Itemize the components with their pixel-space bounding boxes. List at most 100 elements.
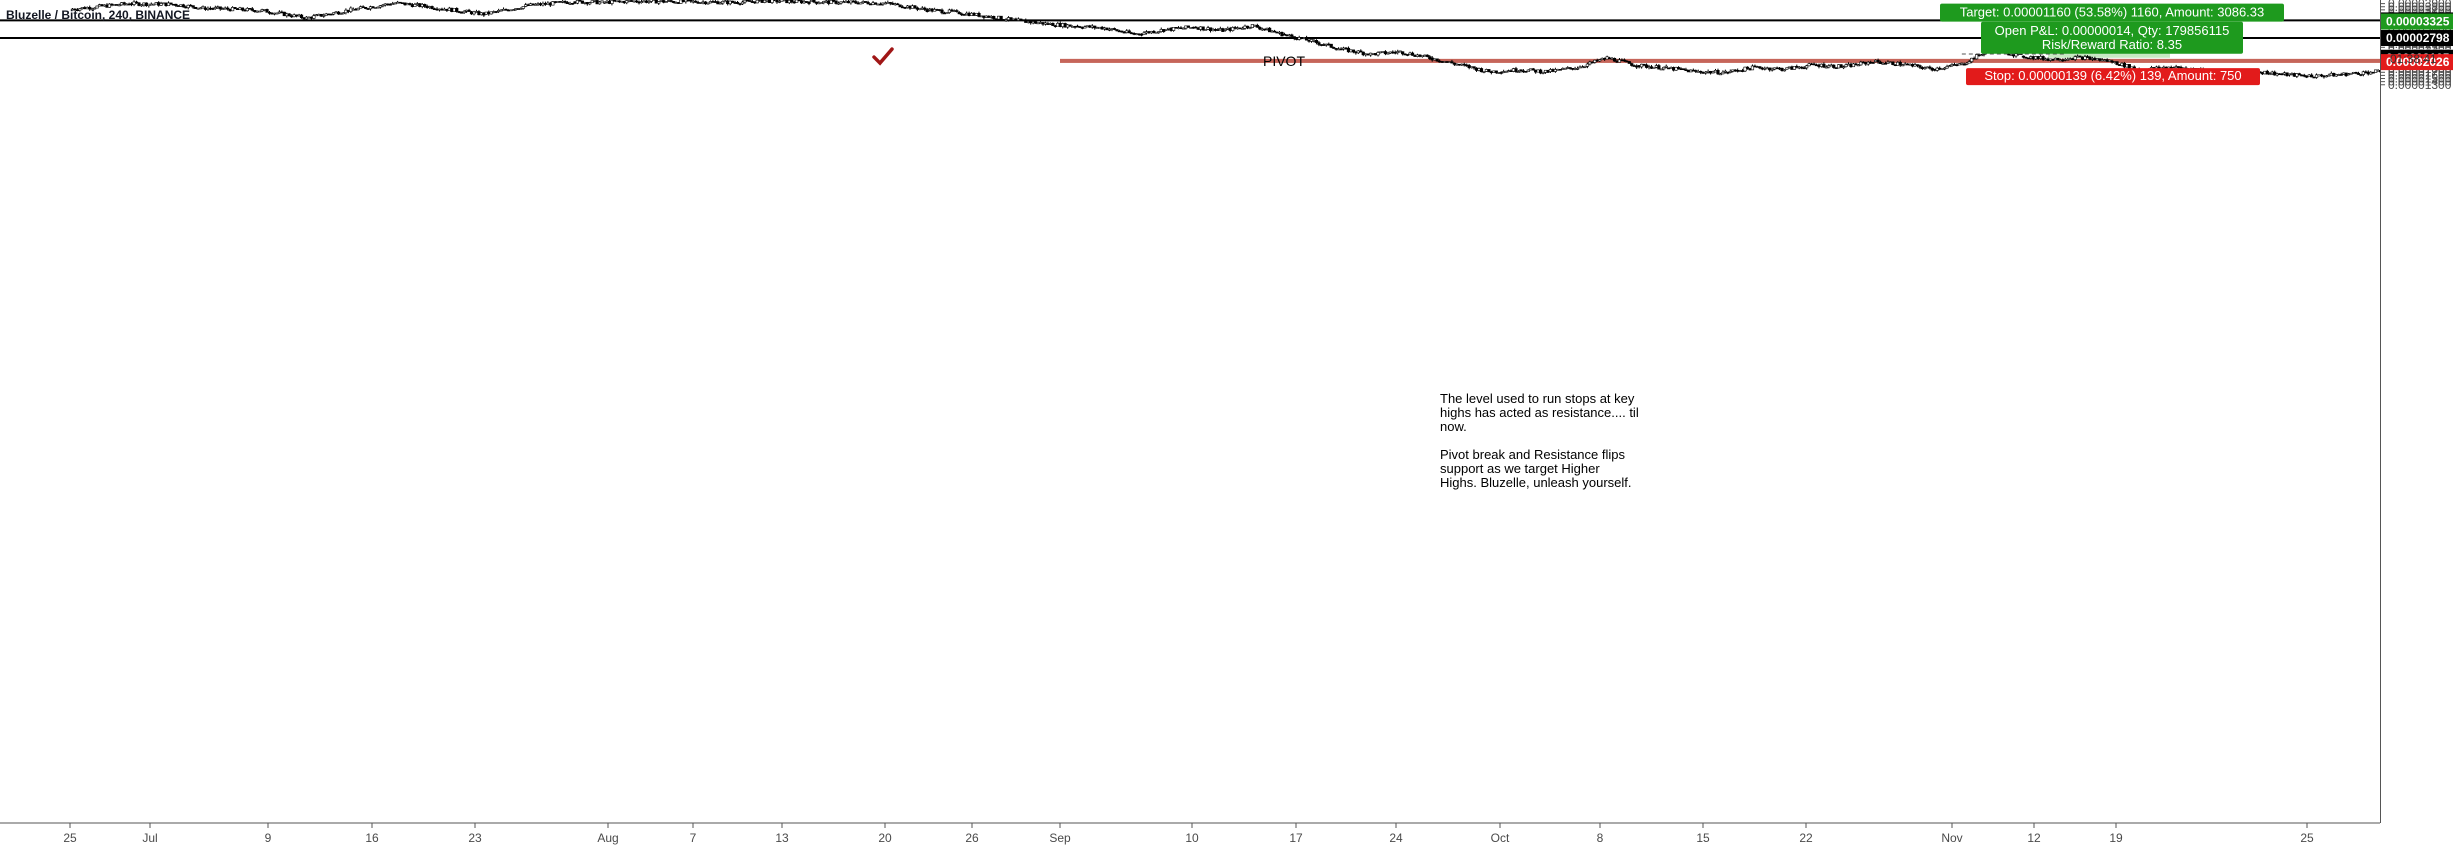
candle-body	[888, 2, 892, 4]
pivot-label: PIVOT	[1263, 53, 1305, 69]
candle-body	[1758, 66, 1762, 69]
y-tick-label: 0.00001300	[2388, 78, 2452, 92]
candle-body	[1832, 64, 1836, 68]
candle-body	[718, 2, 722, 5]
candle-body	[925, 9, 929, 12]
candle-body	[1662, 66, 1666, 70]
candle-body	[1883, 63, 1888, 65]
candle-body	[455, 8, 459, 12]
candle-body	[201, 6, 205, 9]
candle-body	[1231, 27, 1235, 31]
x-tick-label: 8	[1597, 831, 1604, 845]
candle-body	[1120, 30, 1124, 33]
candle-body	[1822, 63, 1826, 68]
candle-body	[812, 0, 816, 3]
candle-body	[854, 1, 858, 4]
candle-body	[1290, 34, 1294, 37]
candle-body	[588, 2, 592, 5]
candle-body	[1676, 67, 1681, 69]
target-price-tag-text: 0.00003325	[2386, 15, 2450, 29]
x-tick-label: 20	[878, 831, 892, 845]
candle-body	[1452, 62, 1456, 65]
candle-body	[1699, 71, 1703, 73]
x-tick-label: 19	[2109, 831, 2123, 845]
candle-body	[1575, 68, 1580, 70]
candle-body	[331, 12, 336, 15]
candle-body	[287, 13, 291, 17]
candle-body	[1386, 52, 1390, 55]
candle-body	[1499, 72, 1503, 74]
x-tick-label: 25	[2300, 831, 2314, 845]
candle-body	[423, 4, 427, 7]
candle-body	[233, 7, 237, 9]
candle-body	[1425, 54, 1429, 57]
candle-body	[521, 6, 525, 9]
candle-body	[1844, 64, 1848, 67]
analysis-note: The level used to run stops at key highs…	[1440, 392, 1640, 504]
candle-body	[1876, 59, 1880, 63]
candle-body	[322, 15, 326, 17]
candle-body	[1770, 68, 1774, 71]
candle-body	[226, 7, 230, 10]
candle-body	[2056, 57, 2060, 61]
candle-body	[671, 1, 676, 3]
candle-body	[1780, 67, 1784, 71]
candle-body	[198, 7, 203, 10]
candle-body	[716, 1, 720, 5]
target-label-box	[1940, 3, 2284, 22]
analysis-note-paragraph-2: Pivot break and Resistance flips support…	[1440, 447, 1632, 490]
x-tick-label: Oct	[1491, 831, 1510, 845]
candle-body	[1268, 27, 1272, 33]
candle-body	[1918, 65, 1922, 68]
candle-body	[152, 3, 156, 6]
candle-body	[1383, 51, 1388, 55]
candle-body	[610, 0, 614, 4]
candle-body	[563, 0, 567, 3]
x-tick-label: 25	[63, 831, 77, 845]
candle-body	[1112, 28, 1117, 30]
candle-body	[341, 12, 346, 15]
candle-body	[472, 11, 476, 15]
candle-body	[1630, 63, 1634, 66]
candle-body	[1743, 66, 1747, 72]
candle-body	[413, 4, 417, 7]
candle-body	[1083, 26, 1087, 29]
candle-body	[602, 1, 607, 4]
candle-body	[107, 3, 112, 8]
stop-label-box	[1966, 68, 2260, 86]
candle-body	[1664, 65, 1668, 68]
candle-body	[1979, 54, 1984, 57]
candle-body	[137, 2, 141, 6]
x-tick-label: 16	[365, 831, 379, 845]
candle-body	[1839, 64, 1843, 68]
open-pl-box	[1981, 21, 2243, 54]
candle-body	[1292, 36, 1296, 39]
candle-body	[1519, 69, 1523, 72]
candle-body	[95, 5, 99, 9]
candle-body	[1068, 24, 1072, 27]
candle-body	[896, 3, 900, 6]
target-price-tag	[2381, 13, 2453, 30]
candle-body	[639, 1, 644, 4]
stop-price-tag-text: 0.00002026	[2386, 55, 2450, 69]
candle-body	[2349, 72, 2353, 75]
candle-body	[1960, 62, 1964, 65]
candle-body	[669, 0, 673, 2]
candle-body	[1967, 61, 1971, 64]
x-tick-label: 15	[1696, 831, 1710, 845]
candle-body	[1115, 29, 1119, 32]
candle-body	[598, 1, 602, 5]
candle-body	[1871, 62, 1875, 64]
candle-body	[78, 8, 82, 11]
candle-body	[494, 11, 498, 13]
candle-body	[1479, 68, 1484, 73]
candle-body	[945, 12, 949, 14]
candle-body	[1802, 67, 1806, 70]
candle-body	[1127, 30, 1131, 34]
candle-body	[1612, 57, 1617, 62]
x-tick-label: 24	[1389, 831, 1403, 845]
candle-body	[1785, 67, 1789, 70]
candle-body	[134, 1, 139, 4]
candle-body	[265, 9, 269, 13]
